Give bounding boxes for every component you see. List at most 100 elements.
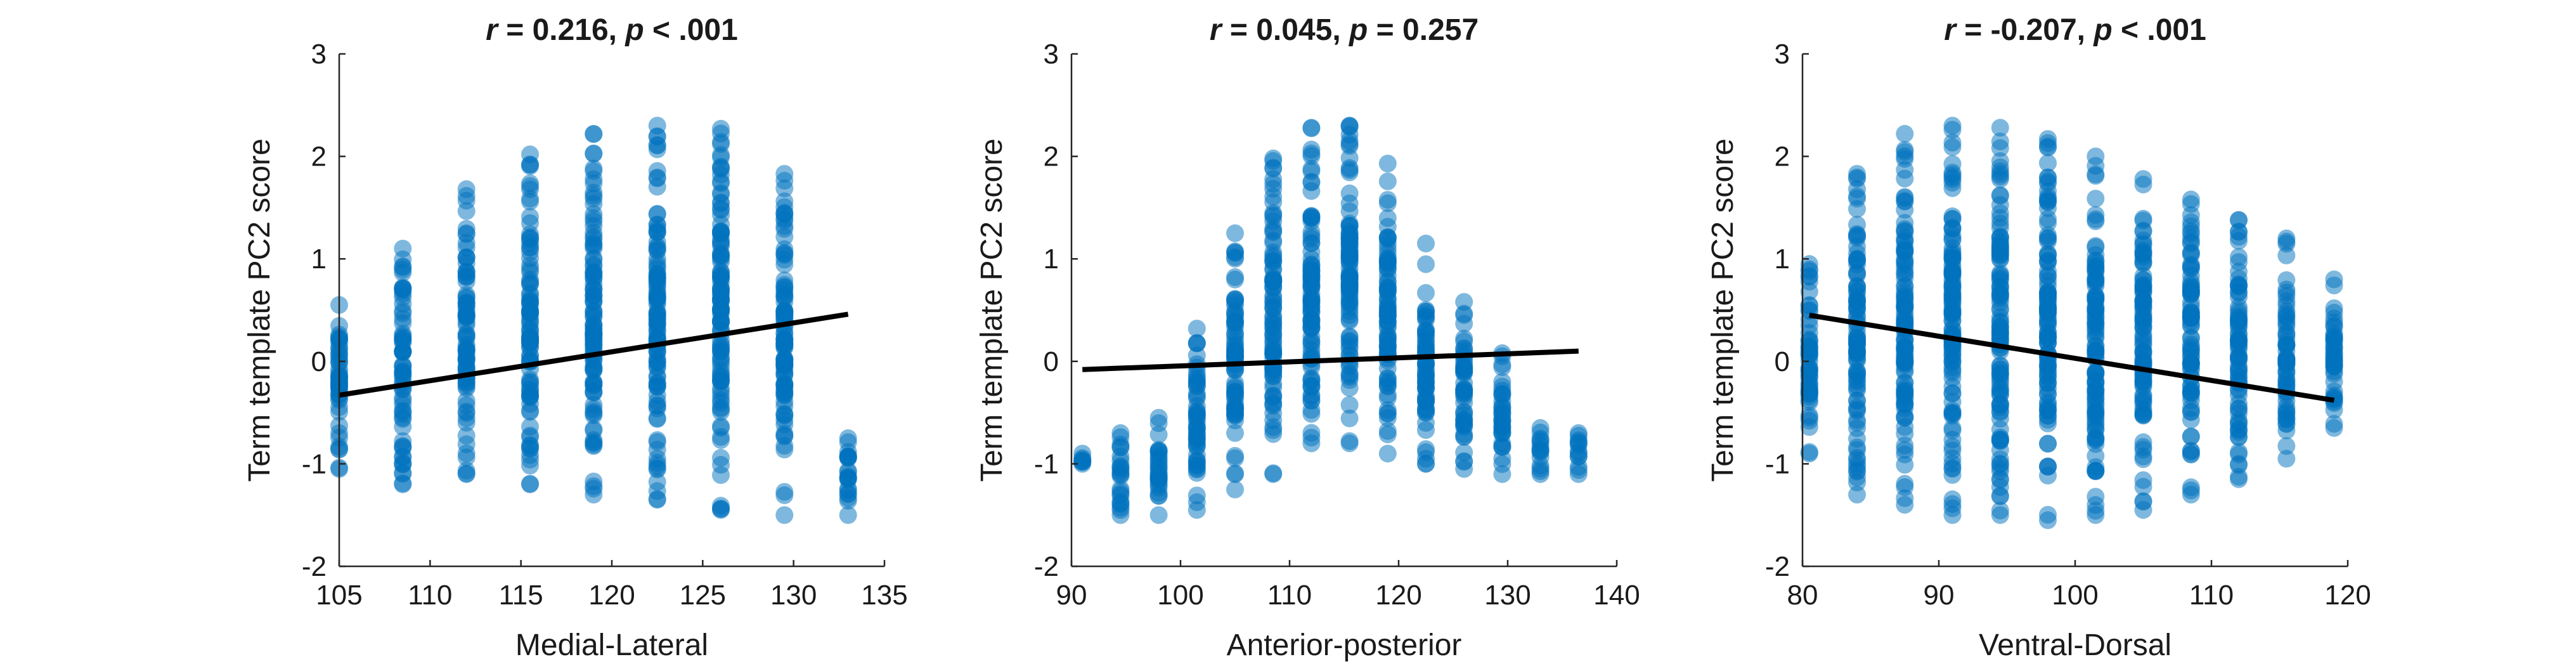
x-tick-label: 90	[1924, 580, 1955, 611]
data-point	[1848, 299, 1866, 318]
data-point	[712, 244, 730, 263]
data-point	[1417, 387, 1435, 405]
data-point	[585, 230, 603, 248]
data-point	[1340, 184, 1359, 202]
data-point	[2277, 437, 2296, 455]
data-point	[1188, 405, 1206, 423]
data-point	[2087, 373, 2105, 391]
data-point	[648, 287, 666, 305]
data-point	[775, 240, 794, 258]
data-point	[1264, 272, 1283, 290]
data-point	[1991, 285, 2009, 303]
data-point	[2039, 505, 2057, 524]
scatter-points	[1073, 117, 1588, 524]
data-point	[521, 174, 539, 192]
data-point	[2277, 450, 2296, 468]
data-point	[394, 264, 412, 282]
title-p-symbol: p	[2092, 13, 2112, 47]
y-tick-label: 1	[311, 244, 327, 275]
data-point	[1800, 377, 1818, 396]
data-point	[2087, 502, 2105, 520]
data-point	[585, 251, 603, 269]
data-point	[2325, 277, 2343, 295]
data-point	[2087, 258, 2105, 277]
data-point	[1896, 395, 1914, 413]
data-point	[1896, 455, 1914, 474]
data-point	[1111, 465, 1130, 483]
regression-line	[1809, 313, 2335, 403]
data-point	[1340, 137, 1359, 155]
data-point	[2039, 407, 2057, 425]
title-r-value: = 0.045,	[1222, 13, 1350, 47]
data-point	[1302, 318, 1321, 335]
data-point	[2182, 341, 2200, 359]
data-point	[2134, 325, 2152, 344]
data-point	[839, 481, 857, 500]
data-point	[2087, 389, 2105, 408]
data-point	[2039, 154, 2057, 173]
data-point	[1455, 381, 1473, 400]
data-point	[1378, 297, 1397, 315]
title-r-symbol: r	[1210, 13, 1223, 47]
title-p-value: < .001	[2113, 13, 2206, 47]
data-point	[1493, 355, 1511, 374]
data-point	[1848, 168, 1866, 186]
data-point	[1848, 237, 1866, 256]
x-tick-label: 80	[1787, 580, 1818, 611]
data-point	[2277, 410, 2296, 429]
data-point	[2182, 233, 2200, 251]
data-point	[712, 230, 730, 249]
data-point	[2087, 292, 2105, 310]
data-point	[775, 217, 794, 235]
data-point	[1378, 445, 1397, 463]
data-point	[2039, 134, 2057, 152]
title-r-symbol: r	[486, 13, 499, 47]
data-point	[2039, 457, 2057, 476]
data-point	[457, 379, 476, 398]
title-p-value: = 0.257	[1368, 13, 1479, 47]
data-point	[1188, 486, 1206, 505]
data-point	[457, 202, 476, 220]
data-point	[775, 366, 794, 384]
data-point	[775, 336, 794, 355]
data-point	[1302, 369, 1321, 387]
data-point	[775, 381, 794, 399]
data-point	[2134, 248, 2152, 266]
data-point	[2087, 411, 2105, 429]
data-point	[457, 409, 476, 427]
data-point	[457, 248, 476, 266]
data-point	[1991, 237, 2009, 255]
data-point	[1302, 298, 1321, 316]
data-point	[585, 186, 603, 205]
data-point	[2230, 348, 2248, 367]
data-point	[2087, 341, 2105, 360]
data-point	[775, 278, 794, 296]
data-point	[521, 305, 539, 323]
data-point	[2277, 332, 2296, 351]
data-point	[394, 309, 412, 328]
x-tick-label: 110	[1267, 580, 1312, 611]
data-point	[521, 370, 539, 389]
data-point	[1455, 364, 1473, 382]
data-point	[585, 145, 603, 163]
data-point	[1302, 277, 1321, 294]
data-point	[1848, 438, 1866, 457]
data-point	[1943, 368, 1962, 387]
data-point	[2039, 311, 2057, 330]
data-point	[1378, 251, 1397, 270]
data-point	[2039, 334, 2057, 352]
y-tick-label: 3	[1044, 39, 1059, 70]
data-point	[1896, 382, 1914, 400]
x-tick-label: 130	[1484, 580, 1531, 611]
data-point	[2182, 206, 2200, 225]
data-point	[457, 345, 476, 363]
data-point	[1848, 455, 1866, 473]
data-point	[712, 382, 730, 401]
data-point	[2230, 283, 2248, 301]
data-point	[1943, 289, 1962, 307]
data-point	[1226, 313, 1244, 332]
scatter-points	[330, 117, 857, 524]
data-point	[2277, 246, 2296, 264]
data-point	[1378, 154, 1397, 173]
data-point	[1417, 413, 1435, 432]
